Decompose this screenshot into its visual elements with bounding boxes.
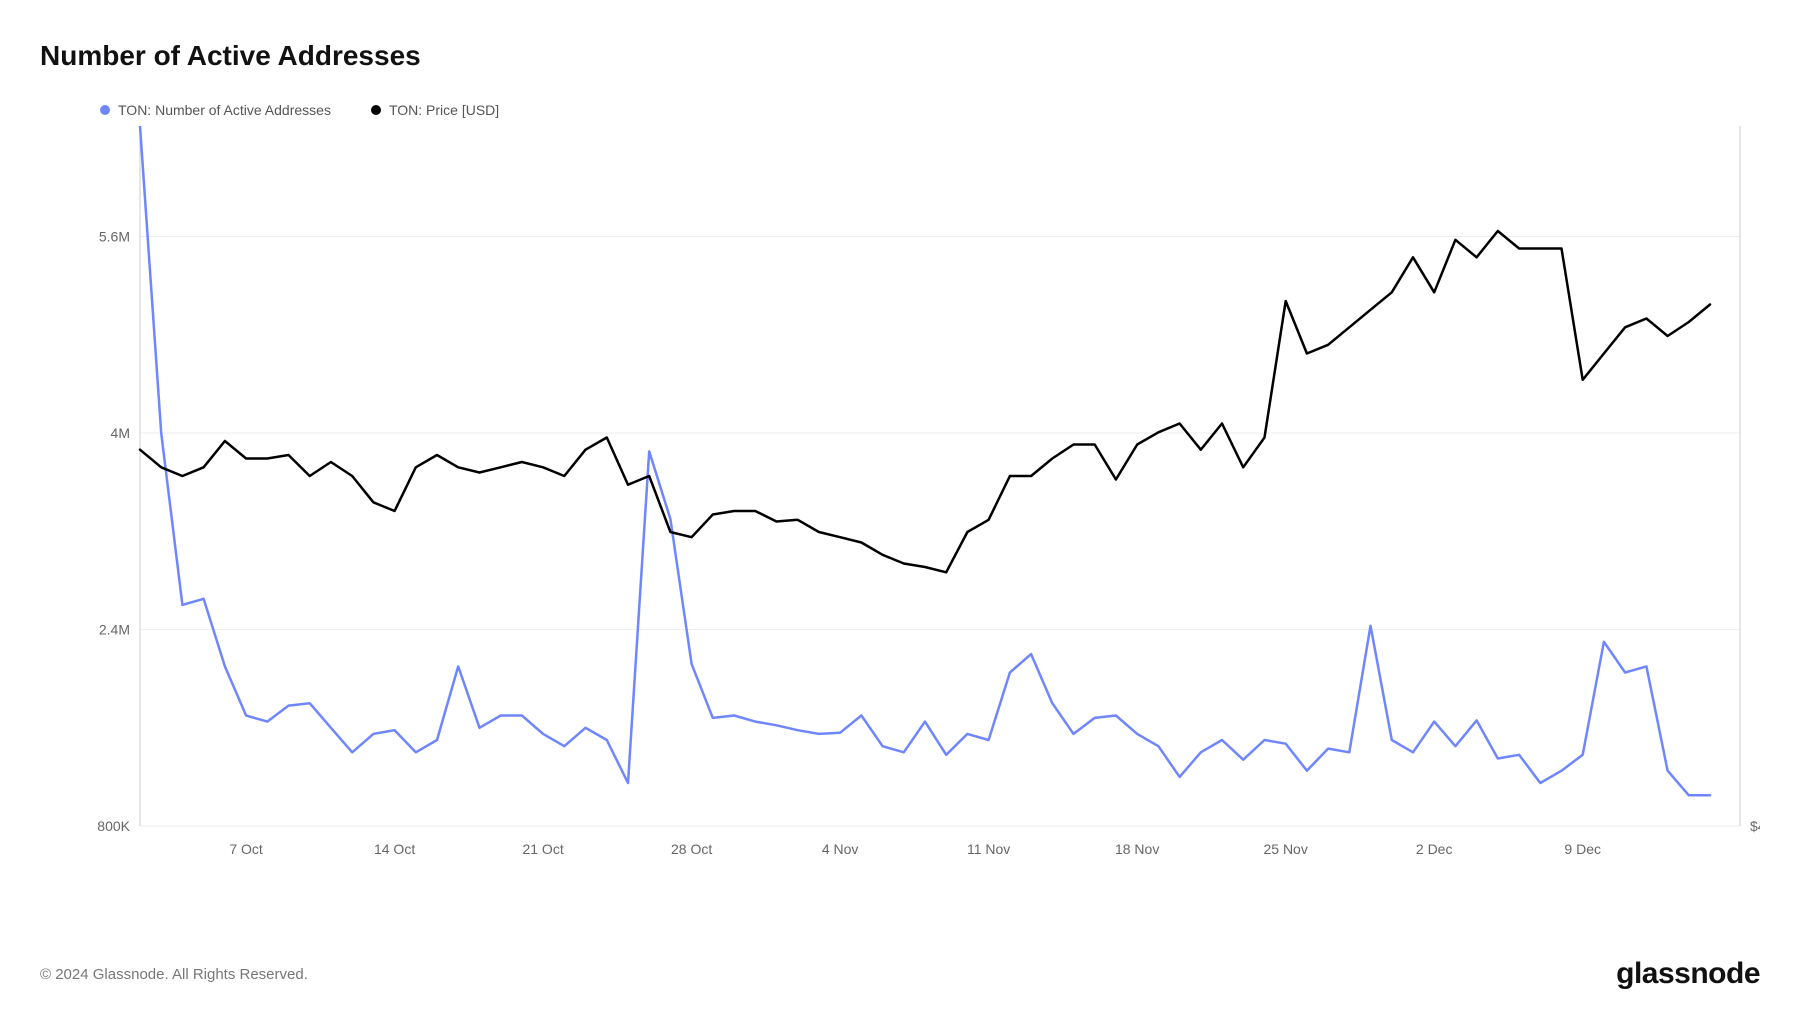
- svg-text:5.6M: 5.6M: [99, 229, 130, 245]
- svg-text:25 Nov: 25 Nov: [1263, 841, 1307, 857]
- legend-item-addresses: TON: Number of Active Addresses: [100, 102, 331, 118]
- svg-text:$4: $4: [1750, 818, 1760, 834]
- svg-text:4 Nov: 4 Nov: [822, 841, 859, 857]
- svg-text:21 Oct: 21 Oct: [522, 841, 563, 857]
- svg-text:11 Nov: 11 Nov: [967, 841, 1010, 857]
- svg-text:800K: 800K: [97, 818, 130, 834]
- chart-title: Number of Active Addresses: [40, 40, 1760, 72]
- page: Number of Active Addresses TON: Number o…: [0, 0, 1800, 1013]
- chart-area: 800K 2.4M 4M 5.6M $4 7 Oct 14 Oct 21 Oct 28 Oct 4…: [40, 126, 1760, 906]
- brand-logo: glassnode: [1616, 957, 1760, 991]
- svg-text:14 Oct: 14 Oct: [374, 841, 415, 857]
- legend-dot-price: [371, 105, 381, 115]
- legend-item-price: TON: Price [USD]: [371, 102, 499, 118]
- svg-text:7 Oct: 7 Oct: [229, 841, 263, 857]
- chart-svg: 800K 2.4M 4M 5.6M $4 7 Oct 14 Oct 21 Oct 28 Oct 4…: [40, 126, 1760, 886]
- svg-text:28 Oct: 28 Oct: [671, 841, 712, 857]
- svg-text:18 Nov: 18 Nov: [1115, 841, 1159, 857]
- legend-label-price: TON: Price [USD]: [389, 102, 499, 118]
- svg-text:2.4M: 2.4M: [99, 622, 130, 638]
- legend-dot-addresses: [100, 105, 110, 115]
- legend-label-addresses: TON: Number of Active Addresses: [118, 102, 331, 118]
- svg-text:4M: 4M: [111, 425, 130, 441]
- svg-text:2 Dec: 2 Dec: [1416, 841, 1453, 857]
- copyright: © 2024 Glassnode. All Rights Reserved.: [40, 966, 308, 983]
- svg-text:9 Dec: 9 Dec: [1564, 841, 1601, 857]
- legend: TON: Number of Active Addresses TON: Pri…: [100, 102, 1760, 118]
